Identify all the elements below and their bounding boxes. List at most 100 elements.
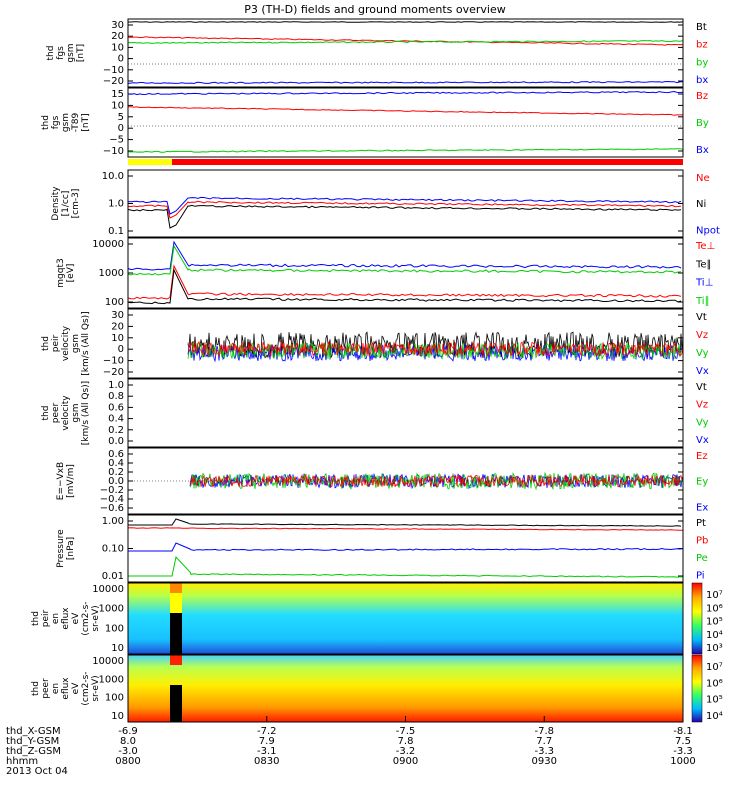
data-pressure <box>128 518 683 578</box>
x-row-label: thd_Z-GSM <box>6 746 61 757</box>
data-efield <box>128 471 683 491</box>
legend-vy: Vy <box>696 348 709 359</box>
y-tick-label: −20 <box>103 367 124 378</box>
colorbar-label: 10⁵ <box>706 617 723 628</box>
y-axis-label-line: [mV/m] <box>66 464 76 498</box>
y-tick-label: 10 <box>111 333 124 344</box>
y-tick-label: 0 <box>118 54 124 65</box>
x-tick-label: -3.3 <box>534 746 554 757</box>
legend-by: by <box>696 57 708 68</box>
colorbar-label: 10⁴ <box>706 711 723 722</box>
y-tick-label: −10 <box>103 65 124 76</box>
y-axis-label-line: eflux <box>61 677 71 700</box>
y-tick-label: 0.2 <box>108 425 124 436</box>
y-axis-label-line: (cm2-s- <box>81 671 91 705</box>
series-bz <box>128 106 683 116</box>
legend-ni: Ni <box>696 199 706 210</box>
y-axis-label-line: gsm <box>66 43 76 62</box>
panel-frame <box>127 87 684 158</box>
y-axis-label: thd peir en eflux eV (cm2-s-sr-eV) <box>31 601 101 635</box>
panel-frame <box>127 582 684 655</box>
y-axis-label: E=−VxB [mV/m] <box>56 462 76 500</box>
y-tick-label: 30 <box>111 310 124 321</box>
colorbar-scale <box>691 654 703 723</box>
x-tick-label: 7.9 <box>259 736 275 747</box>
y-tick-label: 5 <box>118 112 124 123</box>
series-vz <box>187 340 683 358</box>
y-tick-label: 1.0 <box>108 380 124 391</box>
y-axis-label-line: E=−VxB <box>56 462 66 500</box>
y-tick-label: 20 <box>111 321 124 332</box>
legend-te⊥: Te⊥ <box>695 241 715 252</box>
series-vy <box>187 341 683 361</box>
legend-npot: Npot <box>696 225 720 236</box>
series-bx <box>128 90 683 96</box>
legend-vx: Vx <box>696 435 709 446</box>
legend-by: By <box>696 118 709 129</box>
y-tick-label: 10000 <box>92 584 124 595</box>
legend-vt: Vt <box>696 312 707 323</box>
data-temperature <box>128 240 682 305</box>
y-tick-label: 0.6 <box>108 402 124 413</box>
colorbar-label: 10⁶ <box>706 678 723 689</box>
y-axis-label-line: Pressure <box>56 529 66 568</box>
x-tick-label: 7.8 <box>398 736 414 747</box>
y-axis-label-line: gsm <box>61 113 71 132</box>
panel-peer_spec: 10000 1000 100 10 thd peer en eflux eV (cm2-s-sr-… <box>31 654 723 723</box>
y-axis-label-line: [km/s (All Qs)] <box>81 311 91 375</box>
panel-peer_velocity: 1.00.80.60.40.20.0 thd peer velocity gsm [km/… <box>41 378 709 448</box>
spectrogram-burst <box>170 583 182 593</box>
y-axis-label-line: peer <box>51 402 61 423</box>
y-axis-label: Density [1/cc] [cm-3] <box>51 186 81 221</box>
legend-vz: Vz <box>696 400 708 411</box>
y-tick-label: 1000 <box>99 674 124 685</box>
panel-frame <box>127 378 684 448</box>
y-axis-label-line: sr-eV) <box>91 675 101 701</box>
y-axis-label-line: peer <box>41 678 51 699</box>
y-tick-label: 0 <box>118 123 124 134</box>
colorbar-label: 10³ <box>706 643 723 654</box>
chart-title: P3 (TH-D) fields and ground moments over… <box>244 3 506 16</box>
series-pb <box>128 527 683 531</box>
y-tick-label: −5 <box>109 135 124 146</box>
x-tick-label: 7.7 <box>536 736 552 747</box>
y-tick-label: 100 <box>105 623 124 634</box>
y-tick-label: 10.0 <box>102 171 124 182</box>
series-pi <box>128 555 683 578</box>
y-axis-label-line: [eV] <box>66 264 76 283</box>
y-axis-label-line: eflux <box>61 607 71 630</box>
x-tick-label: 8.0 <box>120 736 136 747</box>
x-tick-label: -3.2 <box>396 746 416 757</box>
y-axis-label-line: velocity <box>61 325 71 361</box>
y-axis-label-line: thd <box>41 406 51 421</box>
y-tick-label: 10 <box>111 643 124 654</box>
y-axis-label-line: eV <box>71 682 81 695</box>
y-tick-label: 0.4 <box>108 458 124 469</box>
y-tick-label: 10 <box>111 100 124 111</box>
y-tick-label: −0.6 <box>100 503 124 514</box>
y-axis-label-line: -T89 <box>71 113 81 133</box>
spectrogram <box>128 583 683 654</box>
x-tick-label: -3.0 <box>118 746 138 757</box>
x-tick-label: -7.8 <box>534 726 554 737</box>
legend-te∥: Te∥ <box>695 259 712 270</box>
data-peir_velocity <box>187 331 683 363</box>
colorbar: 10⁷ 10⁶ 10⁵ 10⁴ 10³ <box>691 582 723 655</box>
y-tick-label: 15 <box>111 89 124 100</box>
colorbar-scale <box>691 582 703 655</box>
y-tick-label: 0.01 <box>102 571 124 582</box>
x-tick-label: -3.1 <box>257 746 277 757</box>
x-row-label: 2013 Oct 04 <box>6 766 68 777</box>
y-axis-label-line: fgs <box>56 46 66 60</box>
y-tick-label: 0 <box>118 344 124 355</box>
legend-ez: Ez <box>696 451 708 462</box>
y-axis-label-line: [nT] <box>76 44 86 62</box>
y-axis-label-line: en <box>51 683 61 694</box>
y-axis-label-line: thd <box>46 46 56 61</box>
y-tick-label: 0.2 <box>108 467 124 478</box>
x-tick-label: 0800 <box>115 756 140 767</box>
y-tick-label: 10 <box>111 711 124 722</box>
y-axis-label-line: gsm <box>71 334 81 353</box>
